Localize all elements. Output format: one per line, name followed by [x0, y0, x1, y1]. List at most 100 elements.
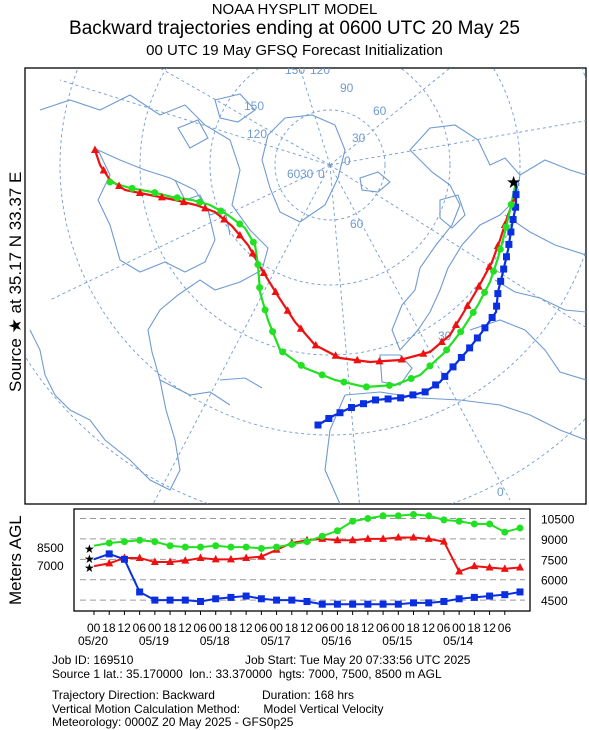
map-marker-green: [151, 189, 159, 197]
map-marker-green: [217, 207, 225, 215]
left-height-label: 8500: [37, 541, 64, 555]
profile-marker-red: [150, 557, 159, 566]
profile-marker-red: [424, 534, 433, 542]
map-marker-red: [485, 262, 494, 270]
profile-marker-red: [211, 554, 220, 563]
date-label: 05/14: [443, 634, 473, 648]
date-label: 05/17: [261, 634, 291, 648]
profile-marker-blue: [470, 593, 478, 601]
profile-marker-blue: [455, 595, 463, 603]
map-marker-blue: [409, 391, 417, 399]
source-star-icon: ★: [506, 173, 521, 192]
map-marker-red: [474, 282, 483, 290]
map-marker-blue: [421, 388, 429, 396]
map-marker-blue: [473, 334, 481, 342]
map-marker-blue: [507, 228, 515, 236]
x-tick-label: 06: [194, 621, 208, 635]
footer-meteorology: Meteorology: 0000Z 20 May 2025 - GFS0p25: [52, 715, 294, 729]
map-marker-red: [331, 351, 340, 359]
map-marker-green: [269, 328, 277, 336]
source-star-icon: ★: [84, 542, 95, 556]
profile-marker-red: [196, 553, 205, 561]
profile-marker-green: [379, 512, 387, 520]
x-tick-label: 06: [133, 621, 147, 635]
profile-marker-green: [410, 510, 417, 518]
map-marker-green: [507, 201, 515, 209]
map-marker-blue: [512, 191, 520, 199]
map-marker-blue: [509, 216, 517, 224]
grid-label: 0: [497, 485, 504, 499]
profile-marker-red: [470, 561, 479, 570]
map-marker-red: [259, 268, 268, 276]
x-tick-label: 00: [148, 621, 162, 635]
profile-marker-red: [363, 534, 372, 542]
map-marker-blue: [359, 400, 367, 408]
map-marker-red: [283, 306, 292, 314]
y-tick-label: 10500: [541, 513, 575, 527]
date-label: 05/20: [78, 634, 108, 648]
profile-x-ticks: 00 18 12 06 00 18 12 06 00 18 12 06 00 18 12 06 00 18 12 06…: [78, 611, 511, 648]
x-tick-label: 00: [209, 621, 223, 635]
map-marker-red: [353, 355, 362, 364]
profile-marker-blue: [440, 597, 448, 605]
map-area: 150 120 90 60 30 0 150 120 60 30 0 60 30…: [25, 68, 586, 504]
x-tick-label: 18: [224, 621, 238, 635]
map-grid-labels: 150 120 90 60 30 0 150 120 60 30 0 60 30…: [244, 68, 504, 499]
footer-vertical-method: Vertical Motion Calculation Method: Mode…: [52, 702, 384, 716]
profile-marker-blue: [227, 593, 235, 601]
profile-marker-red: [500, 564, 509, 572]
map-marker-green: [362, 383, 370, 391]
profile-marker-red: [348, 535, 357, 544]
profile-marker-red: [333, 535, 342, 544]
x-tick-label: 06: [498, 621, 512, 635]
profile-marker-blue: [120, 555, 128, 563]
map-marker-green: [261, 306, 269, 314]
profile-marker-blue: [349, 600, 357, 608]
date-label: 05/16: [321, 634, 351, 648]
x-tick-label: 18: [102, 621, 116, 635]
profile-marker-blue: [516, 588, 524, 596]
profile-marker-blue: [257, 595, 265, 603]
map-marker-blue: [441, 372, 449, 380]
profile-marker-green: [166, 542, 174, 550]
x-tick-label: 18: [285, 621, 299, 635]
map-marker-green: [249, 238, 257, 246]
profile-marker-green: [425, 512, 433, 520]
footer-source: Source 1 lat.: 35.170000 lon.: 33.370000…: [52, 667, 442, 681]
x-tick-label: 00: [330, 621, 344, 635]
profile-marker-red: [242, 553, 251, 561]
map-trajectory-green: [109, 180, 518, 389]
x-tick-label: 00: [452, 621, 466, 635]
map-marker-blue: [336, 409, 344, 417]
profile-marker-green: [318, 532, 326, 540]
profile-marker-red: [257, 552, 266, 560]
x-tick-label: 00: [391, 621, 405, 635]
map-marker-green: [128, 184, 136, 192]
profile-y-ticks: 10500 9000 7500 6000 4500: [541, 513, 575, 609]
map-marker-green: [297, 361, 305, 369]
map-marker-blue: [325, 415, 333, 423]
map-marker-red: [99, 165, 108, 174]
map-marker-blue: [372, 396, 380, 404]
grid-label: 150: [244, 99, 264, 113]
map-marker-blue: [466, 344, 474, 352]
profile-marker-green: [181, 543, 189, 551]
grid-label: 30: [300, 167, 314, 181]
map-marker-red: [419, 349, 428, 357]
profile-marker-red: [485, 562, 494, 571]
map-marker-blue: [500, 265, 508, 273]
x-tick-label: 18: [346, 621, 360, 635]
profile-marker-red: [135, 553, 144, 561]
map-marker-blue: [505, 240, 513, 248]
y-tick-label: 9000: [541, 533, 568, 547]
grid-label: 60: [373, 104, 387, 118]
profile-marker-blue: [303, 597, 311, 605]
profile-marker-blue: [501, 591, 509, 599]
map-marker-green: [385, 381, 393, 389]
profile-marker-red: [181, 556, 190, 564]
map-marker-red: [375, 356, 384, 365]
profile-marker-green: [455, 517, 463, 525]
map-marker-green: [481, 288, 489, 296]
grid-label: 90: [340, 81, 354, 95]
profile-marker-blue: [136, 588, 144, 596]
